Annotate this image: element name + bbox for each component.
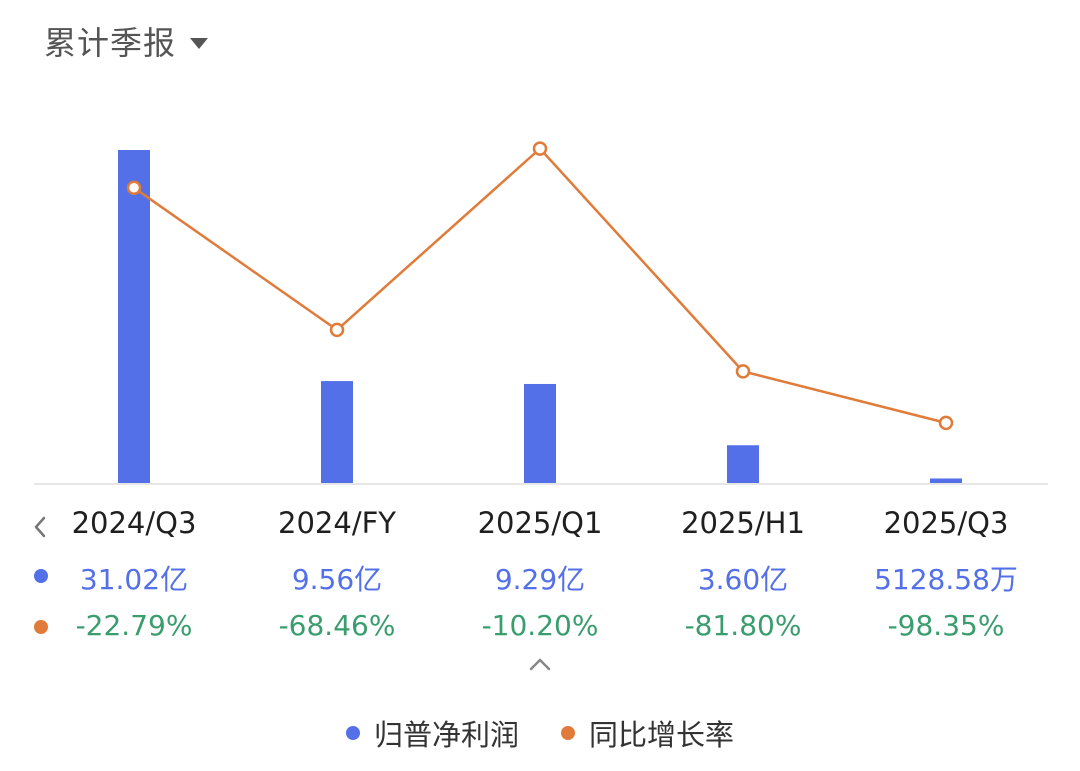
growth-row-dot: [34, 620, 48, 634]
period-label-1: 2024/FY: [278, 506, 396, 540]
growth-rate-value-2: -10.20%: [481, 609, 599, 642]
profit-chart: [34, 141, 1048, 485]
line-point-4[interactable]: [938, 415, 954, 431]
net-profit-value-2: 9.29亿: [494, 563, 586, 596]
growth-rate-value-3: -81.80%: [684, 609, 802, 642]
period-label-2: 2025/Q1: [477, 506, 603, 540]
line-point-0[interactable]: [126, 180, 142, 196]
chevron-up-icon[interactable]: [527, 654, 553, 674]
net-profit-value-0: 31.02亿: [79, 563, 189, 596]
legend-item-net-profit[interactable]: 归普净利润: [345, 712, 519, 754]
net-profit-value-4: 5128.58万: [874, 563, 1018, 596]
caret-down-icon: [190, 37, 209, 49]
bar-2[interactable]: [524, 383, 556, 484]
net-profit-value-1: 9.56亿: [291, 563, 383, 596]
growth-rate-value-1: -68.46%: [278, 609, 396, 642]
line-point-2[interactable]: [532, 141, 548, 156]
legend-dot-net-profit: [345, 726, 360, 740]
bar-4[interactable]: [930, 478, 962, 484]
growth-rate-value-0: -22.79%: [75, 609, 193, 642]
line-point-3[interactable]: [735, 364, 751, 379]
net-profit-value-3: 3.60亿: [697, 563, 789, 596]
period-label-0: 2024/Q3: [71, 506, 197, 540]
chevron-left-icon[interactable]: [30, 512, 50, 542]
legend-item-growth-rate[interactable]: 同比增长率: [561, 712, 734, 754]
chart-legend: 归普净利润 同比增长率: [0, 712, 1080, 754]
bar-1[interactable]: [321, 381, 353, 484]
legend-label-growth-rate: 同比增长率: [589, 718, 735, 752]
net-profit-row-dot: [34, 569, 48, 583]
report-type-selector[interactable]: 累计季报: [44, 18, 209, 64]
bar-3[interactable]: [727, 445, 759, 484]
period-label-3: 2025/H1: [681, 506, 805, 540]
legend-label-net-profit: 归普净利润: [373, 718, 519, 752]
bar-0[interactable]: [118, 150, 150, 484]
growth-rate-line: [133, 146, 947, 425]
growth-rate-value-4: -98.35%: [887, 609, 1005, 642]
line-point-1[interactable]: [329, 322, 345, 338]
period-label-4: 2025/Q3: [883, 506, 1009, 540]
report-type-label: 累计季报: [44, 24, 177, 62]
legend-dot-growth-rate: [561, 726, 575, 740]
